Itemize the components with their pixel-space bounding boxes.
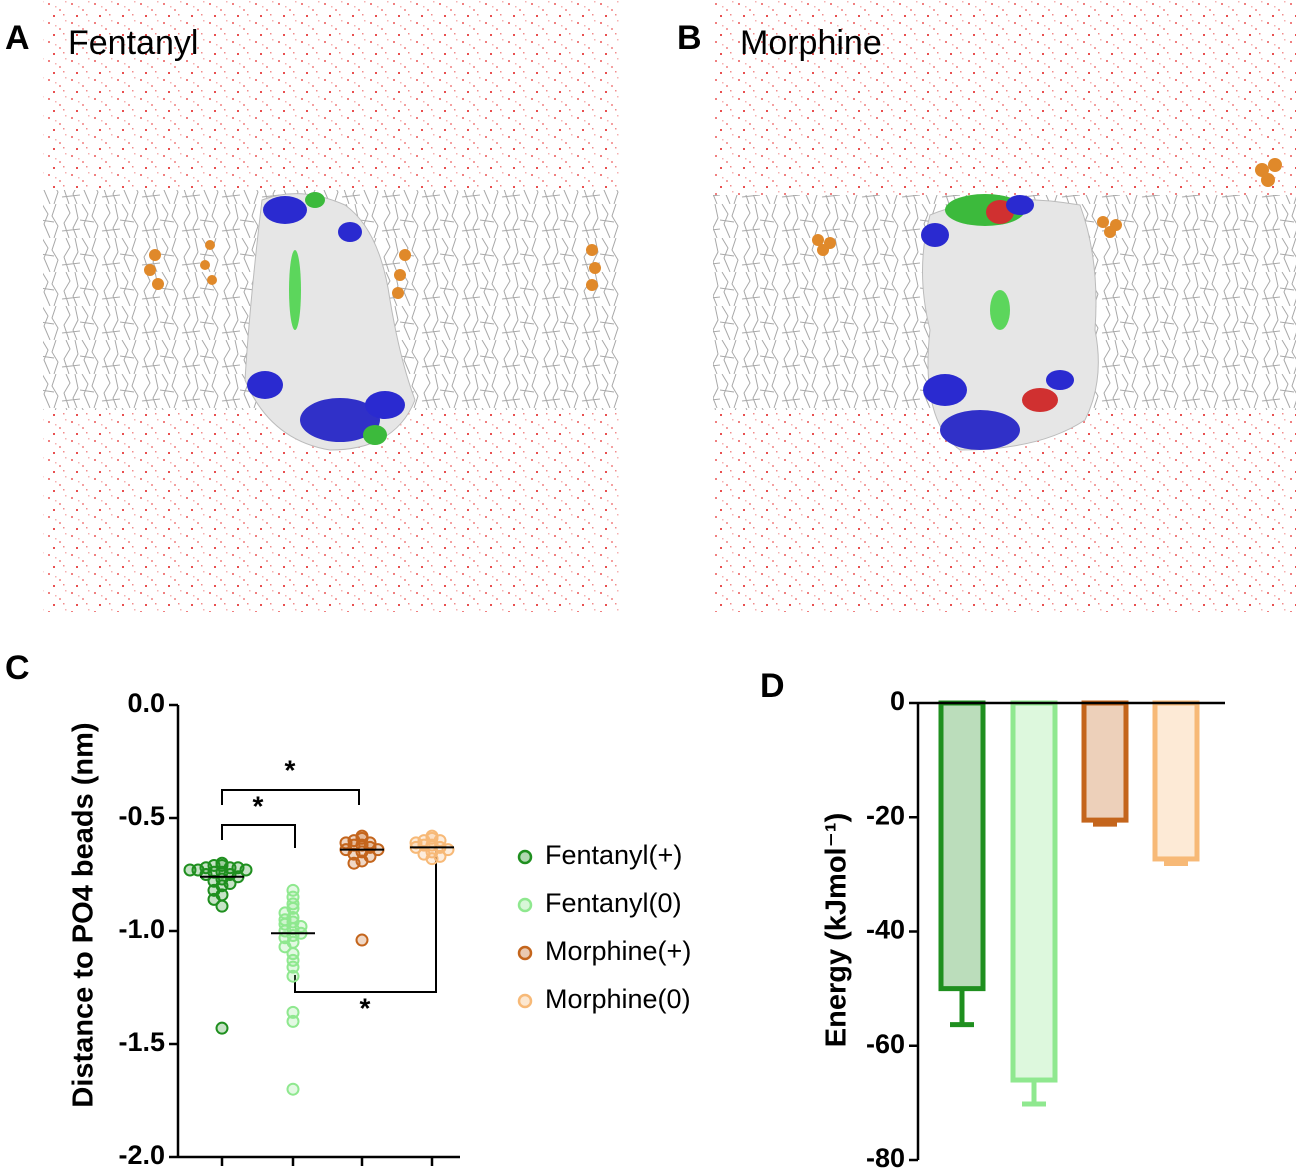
panel-label: D	[760, 667, 785, 705]
y-tick-label: -80	[866, 1143, 905, 1173]
y-tick-label: 0.0	[127, 688, 165, 718]
data-point	[239, 863, 253, 877]
legend-text: Morphine(0)	[545, 984, 691, 1014]
data-point	[286, 1014, 300, 1028]
y-axis-title: Distance to PO4 beads (nm)	[68, 722, 100, 1107]
data-point	[207, 892, 221, 906]
y-tick-label: -1.5	[118, 1027, 165, 1057]
significance-star: *	[360, 992, 371, 1023]
legend-marker	[517, 945, 533, 961]
data-point	[286, 1082, 300, 1096]
data-point	[183, 863, 197, 877]
y-tick-label: -40	[866, 915, 905, 945]
bar	[1152, 700, 1200, 862]
significance-star: *	[253, 790, 264, 821]
bar	[938, 700, 986, 992]
y-tick-label: 0	[890, 686, 905, 716]
data-point	[278, 940, 292, 954]
data-point	[355, 933, 369, 947]
panel-label: A	[5, 19, 30, 57]
bar	[1081, 700, 1129, 823]
data-point	[286, 1005, 300, 1019]
bar	[1010, 700, 1058, 1083]
legend-text: Fentanyl(0)	[545, 888, 682, 918]
legend-text: Morphine(+)	[545, 936, 691, 966]
legend-marker	[517, 849, 533, 865]
molecular-image-b	[713, 0, 1296, 612]
significance-brackets	[221, 789, 437, 993]
y-tick-label: -1.0	[118, 914, 165, 944]
legend-marker	[517, 993, 533, 1009]
significance-star: *	[285, 754, 296, 785]
panel-label: C	[5, 649, 30, 687]
legend-marker	[517, 897, 533, 913]
y-tick-label: -0.5	[118, 801, 165, 831]
panel-title: Morphine	[740, 24, 882, 62]
data-point	[286, 969, 300, 983]
data-point	[215, 1021, 229, 1035]
data-point	[425, 852, 439, 866]
legend-text: Fentanyl(+)	[545, 840, 682, 870]
data-point	[215, 899, 229, 913]
y-tick-label: -20	[866, 800, 905, 830]
molecular-image-a	[43, 0, 620, 612]
y-tick-label: -2.0	[118, 1140, 165, 1170]
panel-label: B	[677, 19, 702, 57]
panel-title: Fentanyl	[68, 24, 198, 62]
data-point	[347, 856, 361, 870]
y-axis-title: Energy (kJmol⁻¹)	[821, 813, 853, 1047]
data-point	[286, 960, 300, 974]
y-tick-label: -60	[866, 1029, 905, 1059]
